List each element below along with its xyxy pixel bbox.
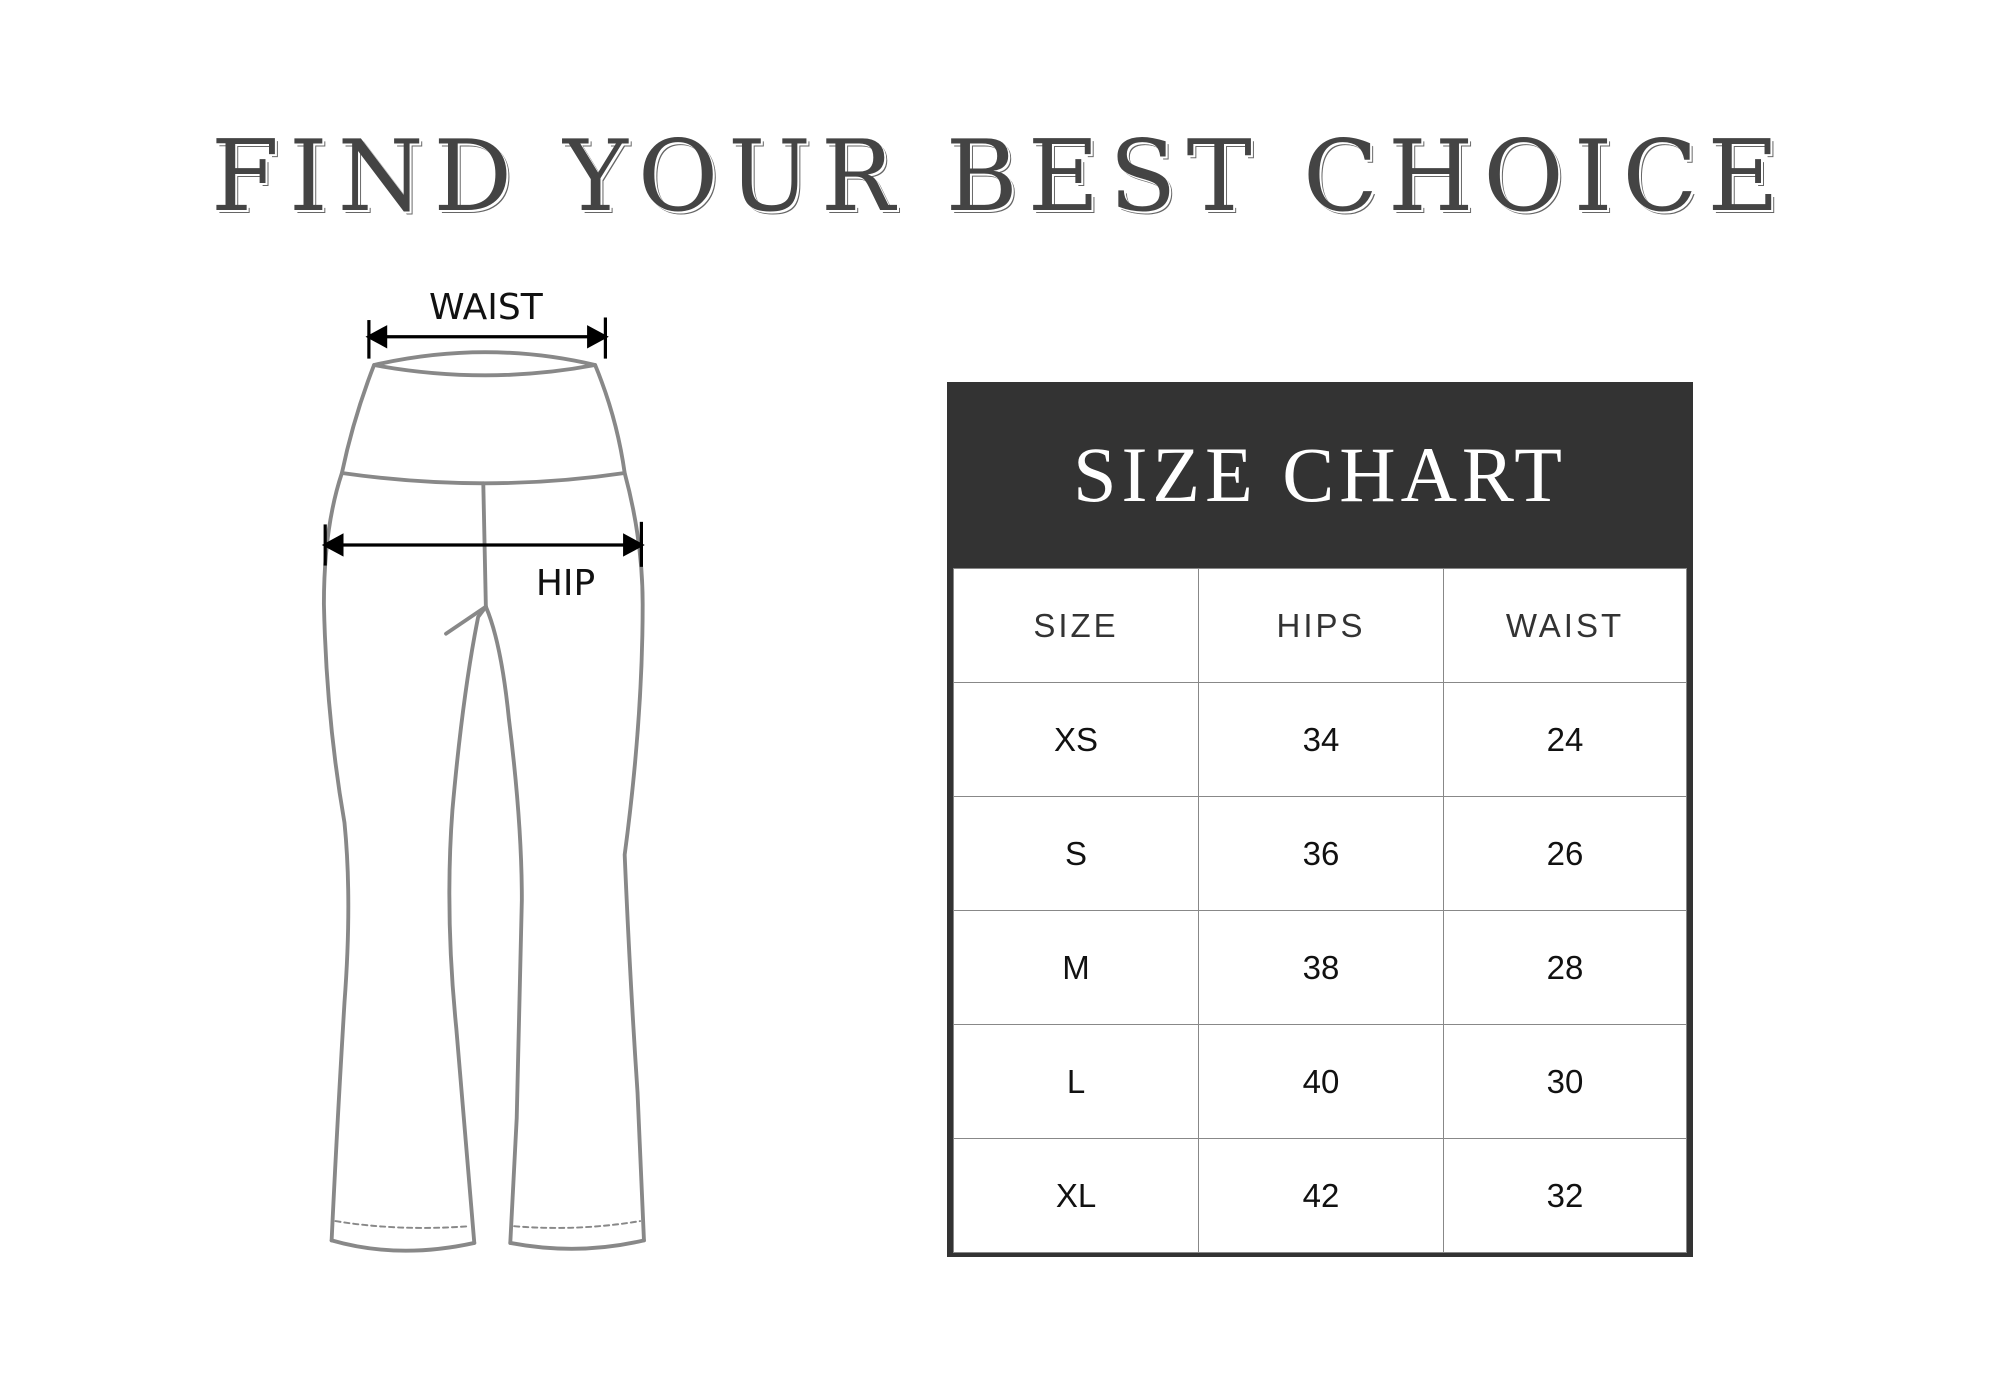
header-hips: HIPS xyxy=(1198,568,1444,683)
pants-outline-left xyxy=(321,363,376,1243)
left-hem xyxy=(329,1238,477,1253)
page-title: FIND YOUR BEST CHOICE xyxy=(211,120,1789,234)
table-row: S 36 26 xyxy=(953,796,1687,911)
crotch-fold xyxy=(444,604,488,636)
size-chart: SIZE CHART SIZE HIPS WAIST XS 34 24 S 36… xyxy=(947,382,1693,1257)
right-hem xyxy=(508,1238,646,1251)
cell-hips: 42 xyxy=(1198,1138,1444,1253)
header-waist: WAIST xyxy=(1443,568,1687,683)
arrow-right-icon xyxy=(587,325,609,349)
inner-right-leg xyxy=(483,604,524,1245)
arrow-left-icon xyxy=(321,533,344,557)
cell-size: XS xyxy=(953,682,1199,797)
table-row: XS 34 24 xyxy=(953,682,1687,797)
cell-hips: 38 xyxy=(1198,910,1444,1025)
size-table: SIZE HIPS WAIST XS 34 24 S 36 26 M 38 28… xyxy=(953,568,1687,1253)
pants-outline-right xyxy=(593,363,646,1243)
inner-left-leg xyxy=(447,604,488,1245)
waistband-top xyxy=(372,350,598,378)
waist-label: WAIST xyxy=(429,287,544,328)
cell-size: XL xyxy=(953,1138,1199,1253)
cell-size: S xyxy=(953,796,1199,911)
header-size: SIZE xyxy=(953,568,1199,683)
hip-label: HIP xyxy=(536,563,595,604)
cell-hips: 40 xyxy=(1198,1024,1444,1139)
cell-hips: 36 xyxy=(1198,796,1444,911)
cell-waist: 30 xyxy=(1443,1024,1687,1139)
cell-size: M xyxy=(953,910,1199,1025)
cell-waist: 32 xyxy=(1443,1138,1687,1253)
cell-hips: 34 xyxy=(1198,682,1444,797)
table-row: M 38 28 xyxy=(953,910,1687,1025)
size-chart-title: SIZE CHART xyxy=(1073,431,1567,518)
arrow-right-icon xyxy=(623,533,645,557)
table-row: L 40 30 xyxy=(953,1024,1687,1139)
cell-waist: 24 xyxy=(1443,682,1687,797)
cell-waist: 28 xyxy=(1443,910,1687,1025)
hem-stitching xyxy=(334,1220,642,1229)
table-row: XL 42 32 xyxy=(953,1138,1687,1253)
cell-size: L xyxy=(953,1024,1199,1139)
arrow-left-icon xyxy=(365,325,388,349)
table-header-row: SIZE HIPS WAIST xyxy=(953,568,1687,683)
cell-waist: 26 xyxy=(1443,796,1687,911)
